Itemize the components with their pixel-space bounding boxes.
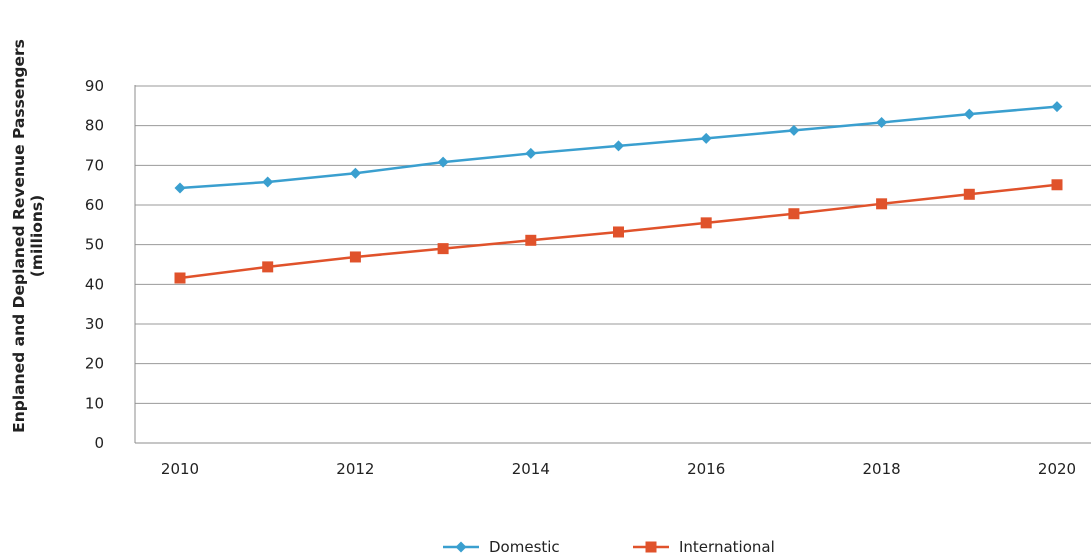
data-point-international — [1051, 179, 1063, 191]
legend-label: International — [679, 538, 775, 556]
data-point-domestic — [262, 176, 274, 188]
series-international — [174, 179, 1063, 284]
x-tick-label: 2010 — [161, 460, 199, 478]
data-point-domestic — [613, 140, 624, 152]
data-point-domestic — [876, 116, 888, 128]
x-tick-label: 2014 — [512, 460, 550, 478]
data-point-international — [788, 208, 800, 220]
y-axis-ticks: 0 10 20 30 40 50 60 70 80 90 — [85, 77, 104, 452]
series-group — [174, 101, 1063, 284]
data-point-domestic — [174, 182, 186, 194]
data-point-domestic — [963, 108, 975, 120]
data-point-international — [700, 217, 712, 229]
data-point-international — [262, 261, 274, 273]
y-tick-label: 10 — [85, 394, 104, 412]
data-point-international — [963, 188, 975, 200]
legend-item-international: International — [633, 538, 775, 556]
x-tick-label: 2016 — [687, 460, 725, 478]
gridlines — [135, 85, 1091, 404]
y-tick-label: 50 — [85, 236, 104, 254]
x-tick-label: 2018 — [863, 460, 901, 478]
y-tick-label: 60 — [85, 196, 104, 214]
y-tick-label: 40 — [85, 275, 104, 293]
data-point-international — [349, 251, 361, 263]
legend-item-domestic: Domestic — [443, 538, 560, 556]
legend: Domestic International — [443, 538, 775, 556]
axes — [134, 85, 1091, 444]
x-axis-ticks: 2010 2012 2014 2016 2018 2020 — [161, 460, 1076, 478]
data-point-international — [174, 272, 186, 284]
data-point-domestic — [1051, 101, 1063, 113]
legend-swatch-marker — [455, 541, 467, 553]
y-tick-label: 30 — [85, 315, 104, 333]
y-tick-label: 0 — [94, 434, 104, 452]
y-tick-label: 80 — [85, 117, 104, 135]
legend-label: Domestic — [489, 538, 560, 556]
data-point-domestic — [437, 156, 449, 168]
y-tick-label: 90 — [85, 77, 104, 95]
x-tick-label: 2012 — [336, 460, 374, 478]
data-point-domestic — [525, 147, 537, 159]
data-point-domestic — [788, 124, 800, 136]
data-point-domestic — [349, 167, 361, 179]
y-axis-title-line-1: Enplaned and Deplaned Revenue Passengers — [10, 39, 28, 433]
y-tick-label: 20 — [85, 355, 104, 373]
data-point-international — [613, 226, 624, 238]
data-point-international — [876, 198, 888, 210]
y-axis-title-line-2: (millions) — [28, 195, 46, 277]
data-point-international — [437, 243, 449, 255]
y-axis-title: Enplaned and Deplaned Revenue Passengers… — [10, 39, 46, 433]
y-tick-label: 70 — [85, 156, 104, 174]
data-point-international — [525, 234, 537, 246]
legend-swatch-marker — [645, 541, 657, 553]
x-tick-label: 2020 — [1038, 460, 1076, 478]
series-domestic — [174, 101, 1063, 194]
data-point-domestic — [700, 132, 712, 144]
